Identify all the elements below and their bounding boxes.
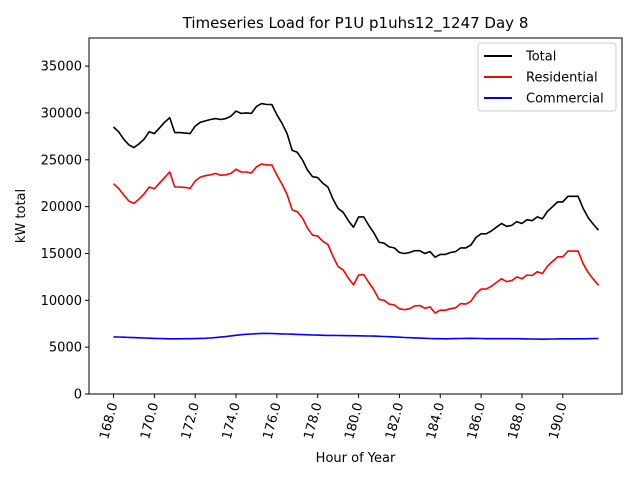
- series-line-total: [112, 102, 600, 259]
- x-tick-label: 188.0: [506, 401, 530, 441]
- series-lines: [112, 102, 600, 341]
- x-tick-label: 190.0: [547, 401, 571, 441]
- y-tick-label: 10000: [41, 294, 82, 309]
- x-tick-label: 186.0: [465, 401, 489, 441]
- legend-label-commercial: Commercial: [526, 92, 604, 107]
- x-tick-label: 174.0: [220, 401, 244, 441]
- legend-label-total: Total: [525, 50, 556, 65]
- y-tick-label: 15000: [41, 247, 82, 262]
- y-axis-ticks: 0 5000 10000 15000 20000 25000 30000 35000: [41, 60, 89, 403]
- x-tick-label: 180.0: [342, 401, 366, 441]
- x-tick-label: 184.0: [424, 401, 448, 441]
- y-tick-label: 0: [74, 388, 82, 403]
- y-tick-label: 20000: [41, 200, 82, 215]
- x-tick-label: 168.0: [97, 401, 121, 441]
- plot-frame: [88, 37, 623, 395]
- y-tick-label: 35000: [41, 60, 82, 75]
- chart-title: Timeseries Load for P1U p1uhs12_1247 Day…: [182, 14, 529, 33]
- legend-box: [477, 42, 617, 112]
- x-axis-label: Hour of Year: [316, 451, 396, 466]
- y-tick-label: 25000: [41, 153, 82, 168]
- x-tick-label: 178.0: [301, 401, 325, 441]
- x-tick-label: 172.0: [179, 401, 203, 441]
- x-axis-ticks: 168.0 170.0 172.0 174.0 176.0 178.0 180.0 182.0…: [97, 394, 571, 441]
- x-tick-label: 182.0: [383, 401, 407, 441]
- y-tick-label: 5000: [49, 341, 82, 356]
- x-tick-label: 176.0: [261, 401, 285, 441]
- legend: Total Residential Commercial: [477, 42, 617, 112]
- y-tick-label: 30000: [41, 106, 82, 121]
- series-line-commercial: [113, 332, 599, 341]
- x-tick-label: 170.0: [138, 401, 162, 441]
- legend-label-residential: Residential: [526, 71, 598, 86]
- series-line-residential: [112, 163, 600, 314]
- y-axis-label: kW total: [14, 189, 29, 243]
